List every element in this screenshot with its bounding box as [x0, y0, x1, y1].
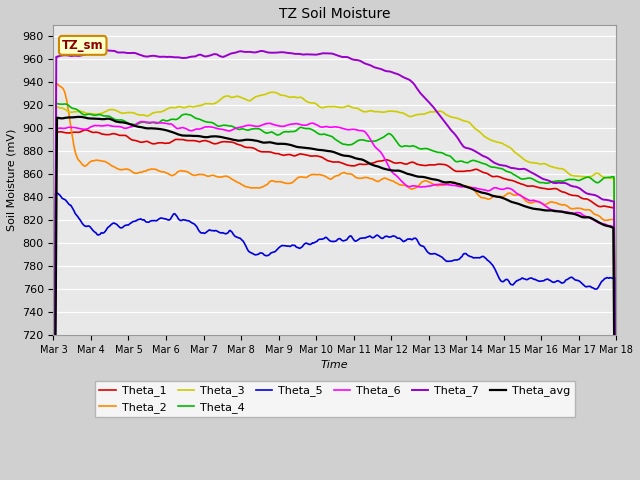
Theta_7	[392, 71, 399, 76]
Theta_5	[392, 234, 399, 240]
Theta_7	[477, 152, 484, 157]
Theta_avg	[535, 206, 543, 212]
Line: Theta_1: Theta_1	[54, 130, 616, 480]
Theta_2	[52, 81, 60, 86]
Theta_1	[409, 159, 417, 165]
Theta_7	[377, 66, 385, 72]
Theta_3	[270, 89, 278, 95]
Theta_1	[82, 127, 90, 133]
Text: TZ_sm: TZ_sm	[62, 39, 104, 52]
Theta_5	[409, 237, 417, 242]
Theta_4	[409, 143, 417, 149]
Theta_avg	[377, 165, 385, 170]
Title: TZ Soil Moisture: TZ Soil Moisture	[279, 7, 390, 21]
Theta_6	[477, 186, 484, 192]
Theta_6	[409, 183, 417, 189]
Theta_4	[392, 137, 399, 143]
Theta_1	[535, 185, 543, 191]
Theta_6	[138, 119, 145, 124]
Theta_4	[85, 111, 93, 117]
Theta_2	[392, 180, 399, 186]
Theta_avg	[392, 168, 399, 174]
Theta_3	[84, 110, 92, 116]
Theta_7	[84, 51, 92, 57]
Theta_2	[535, 199, 543, 205]
Theta_5	[85, 223, 93, 229]
Theta_1	[477, 168, 484, 174]
Theta_2	[377, 177, 385, 183]
X-axis label: Time: Time	[321, 360, 349, 371]
Theta_4	[52, 101, 60, 107]
Theta_4	[377, 135, 385, 141]
Theta_avg	[409, 172, 417, 178]
Theta_avg	[76, 114, 84, 120]
Theta_6	[392, 172, 399, 178]
Theta_7	[102, 47, 109, 53]
Theta_7	[535, 174, 543, 180]
Theta_2	[409, 186, 417, 192]
Line: Theta_5: Theta_5	[54, 193, 616, 480]
Theta_3	[409, 113, 417, 119]
Theta_5	[477, 254, 484, 260]
Theta_6	[535, 199, 543, 204]
Theta_6	[84, 126, 92, 132]
Legend: Theta_1, Theta_2, Theta_3, Theta_4, Theta_5, Theta_6, Theta_7, Theta_avg: Theta_1, Theta_2, Theta_3, Theta_4, Thet…	[95, 381, 575, 417]
Theta_5	[377, 235, 385, 241]
Theta_1	[392, 160, 399, 166]
Line: Theta_avg: Theta_avg	[54, 117, 616, 480]
Theta_avg	[85, 116, 93, 121]
Line: Theta_2: Theta_2	[54, 84, 616, 480]
Y-axis label: Soil Moisture (mV): Soil Moisture (mV)	[7, 129, 17, 231]
Theta_3	[392, 108, 399, 114]
Theta_avg	[477, 190, 484, 195]
Theta_3	[535, 161, 543, 167]
Theta_1	[85, 128, 93, 133]
Theta_2	[477, 195, 484, 201]
Line: Theta_3: Theta_3	[54, 92, 616, 480]
Line: Theta_6: Theta_6	[54, 121, 616, 480]
Theta_1	[377, 158, 385, 164]
Theta_5	[535, 278, 543, 284]
Line: Theta_4: Theta_4	[54, 104, 616, 480]
Theta_4	[477, 160, 484, 166]
Theta_6	[377, 150, 385, 156]
Theta_5	[53, 190, 61, 196]
Theta_4	[535, 179, 543, 185]
Theta_3	[477, 130, 484, 136]
Theta_3	[377, 109, 385, 115]
Line: Theta_7: Theta_7	[54, 50, 616, 480]
Theta_2	[85, 160, 93, 166]
Theta_7	[409, 80, 417, 85]
